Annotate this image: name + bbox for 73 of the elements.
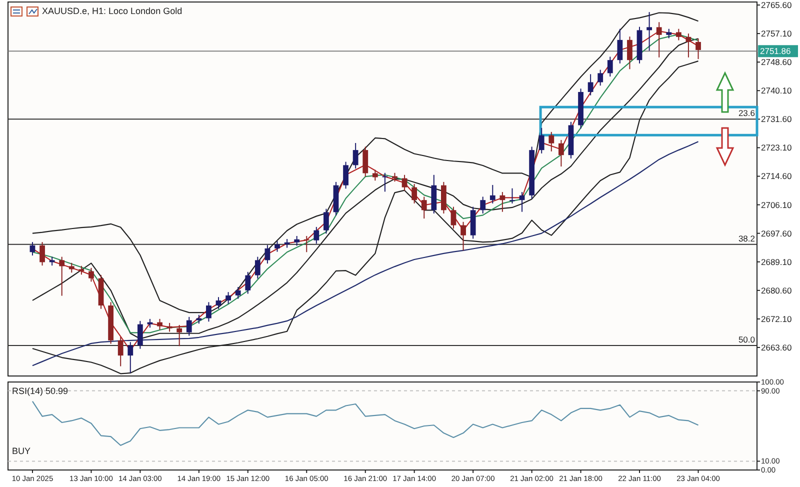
candlestick — [421, 196, 427, 220]
y-tick-label: 2723.10 — [761, 142, 792, 153]
y-tick-label: 2663.60 — [761, 342, 792, 352]
candlestick — [137, 320, 143, 350]
candlestick — [226, 292, 231, 304]
candlestick — [128, 342, 134, 374]
y-tick-label: 2765.60 — [761, 0, 792, 10]
candlestick — [68, 262, 74, 274]
y-tick-label: 2748.60 — [761, 57, 792, 68]
y-tick-label: 2680.60 — [761, 285, 792, 296]
text: XAUUSD.e, H1: Loco London Gold — [42, 6, 182, 16]
chart-title: RSI(14) 50.99 — [12, 386, 68, 396]
annotation: 50.0 — [738, 334, 756, 344]
candlestick — [176, 324, 182, 347]
candlestick — [490, 184, 496, 204]
candlestick — [617, 28, 623, 64]
candlestick — [216, 296, 222, 310]
candlestick — [500, 192, 506, 212]
y-tick-label: 2697.60 — [761, 228, 792, 238]
candlestick — [548, 131, 554, 152]
candlestick — [538, 127, 544, 154]
candlestick — [157, 318, 162, 330]
candlestick — [274, 240, 280, 252]
annotation: 23.6 — [738, 108, 756, 118]
candlestick — [480, 196, 486, 214]
y-tick-label: 2672.10 — [761, 314, 792, 324]
candlestick — [206, 302, 212, 322]
annotation: 38.2 — [738, 233, 756, 244]
candlestick — [598, 69, 604, 86]
candlestick — [412, 183, 418, 204]
candlestick — [245, 271, 251, 294]
candlestick — [646, 12, 652, 52]
candlestick — [402, 174, 408, 192]
y-tick-label: 2689.10 — [761, 256, 792, 267]
candlestick — [343, 161, 348, 190]
candlestick — [314, 226, 320, 244]
line-series — [32, 141, 699, 366]
ref-line-label: 2751.86 — [760, 46, 791, 56]
candlestick — [294, 236, 300, 246]
annotation: BUY — [12, 446, 31, 456]
candlestick — [59, 256, 65, 296]
candlestick — [607, 56, 613, 78]
candlestick — [460, 221, 466, 251]
candlestick — [382, 172, 388, 192]
candlestick — [118, 336, 124, 367]
candlestick — [558, 139, 564, 168]
y-tick-label: 2731.60 — [761, 114, 792, 124]
y-tick-label: 2740.10 — [761, 86, 792, 96]
y-tick-label: 2706.10 — [761, 200, 792, 210]
candlestick — [254, 256, 260, 280]
candlestick — [30, 242, 36, 256]
candlestick — [324, 208, 329, 234]
candlestick — [450, 206, 456, 230]
candlestick — [186, 316, 192, 336]
candlestick — [352, 142, 358, 170]
candlestick — [510, 188, 515, 204]
candlestick — [656, 22, 662, 58]
y-tick-label: 2714.60 — [761, 171, 792, 182]
candlestick — [40, 242, 45, 266]
candlestick — [362, 146, 368, 178]
candlestick — [686, 33, 692, 58]
candlestick — [88, 267, 94, 282]
candlestick — [264, 244, 270, 264]
y-tick-label: 2757.10 — [761, 28, 792, 39]
candlestick — [696, 38, 701, 60]
line-series — [32, 400, 699, 446]
candlestick — [588, 74, 594, 96]
candlestick — [676, 28, 682, 41]
candlestick — [666, 28, 672, 39]
candlestick — [304, 236, 310, 253]
candlestick — [372, 169, 378, 182]
candlestick — [627, 36, 632, 70]
candlestick — [235, 286, 241, 300]
